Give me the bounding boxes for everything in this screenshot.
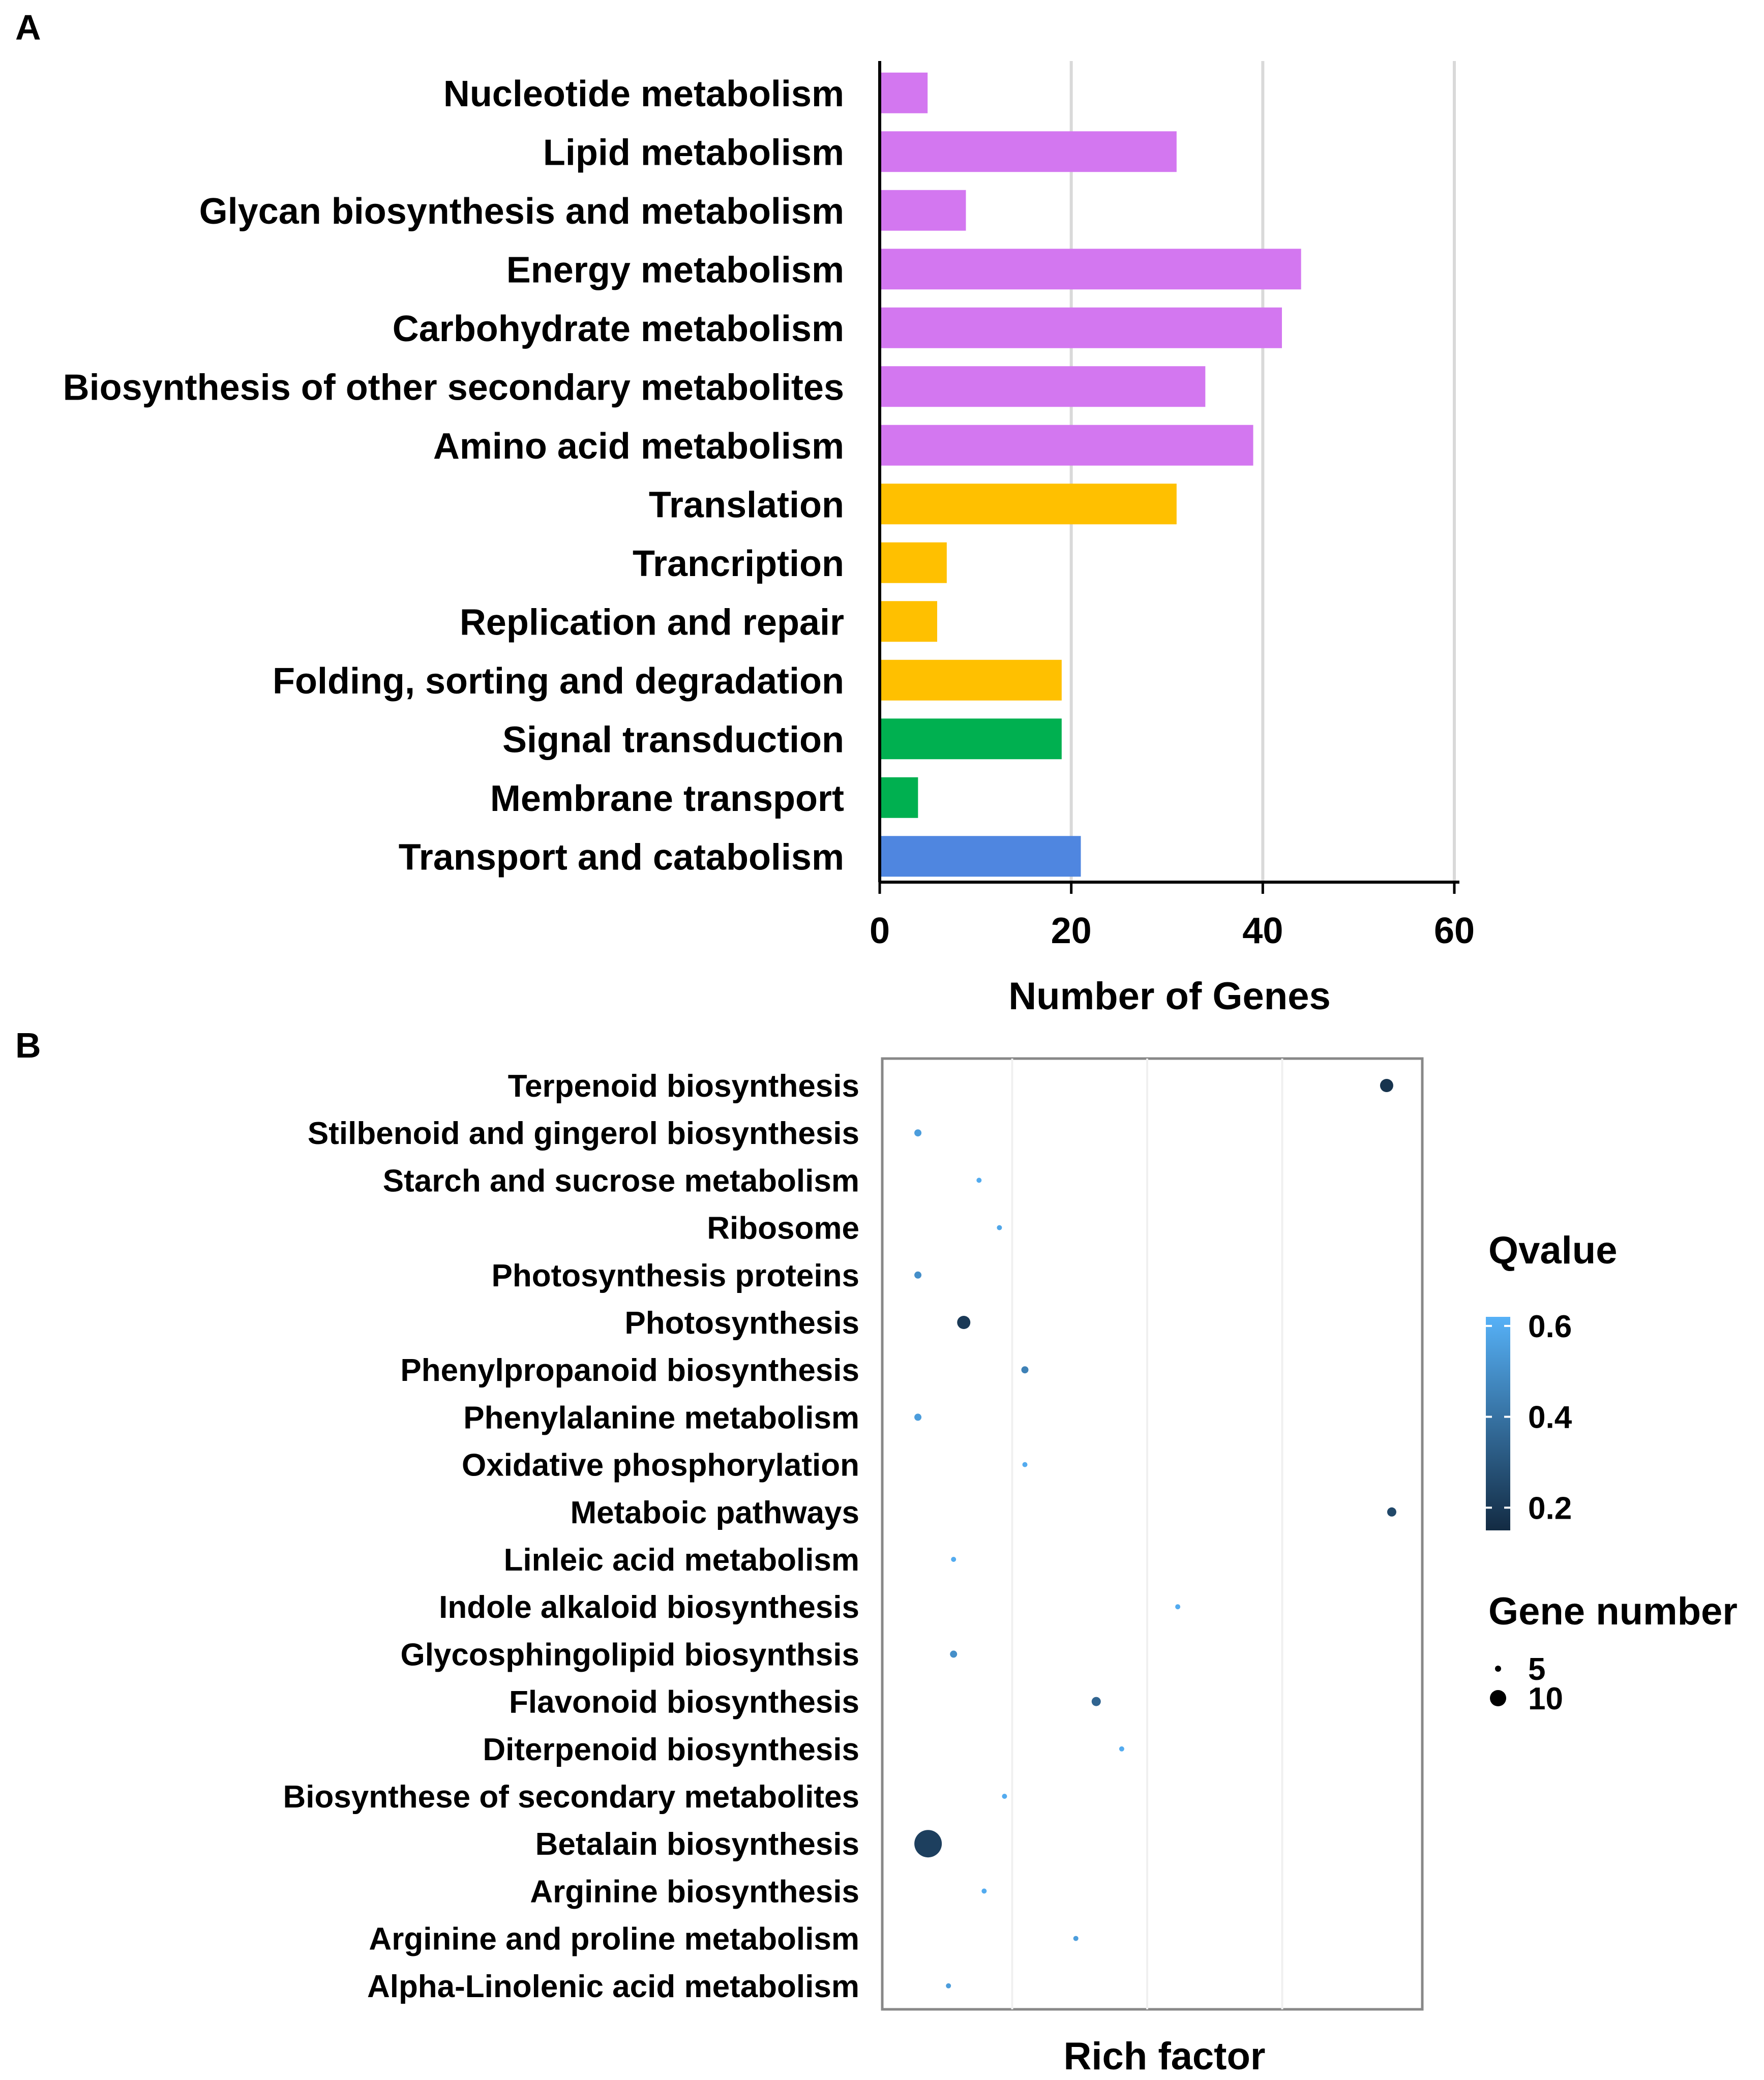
- b-category-label: Phenylpropanoid biosynthesis: [400, 1353, 859, 1388]
- colorbar-tick-label: 0.2: [1528, 1491, 1572, 1526]
- b-point: [1091, 1697, 1101, 1706]
- a-bar: [880, 366, 1206, 407]
- gene-number-legend: 510: [1490, 1652, 1563, 1716]
- gene-number-legend-key: [1490, 1690, 1506, 1706]
- panel-a-bar-chart: A Nucleotide metabolism Lipid metabolism G…: [15, 8, 1475, 1018]
- gene-number-legend-label: 10: [1528, 1681, 1563, 1716]
- a-category-label: Translation: [649, 485, 844, 525]
- a-x-axis-title: Number of Genes: [1008, 975, 1330, 1018]
- b-category-label: Stilbenoid and gingerol biosynthesis: [308, 1116, 859, 1151]
- a-x-tick-label: 0: [870, 911, 890, 951]
- b-category-label: Starch and sucrose metabolism: [383, 1163, 859, 1198]
- b-category-label: Terpenoid biosynthesis: [508, 1069, 859, 1104]
- a-gridlines: [1069, 61, 1456, 882]
- a-bar: [880, 777, 918, 818]
- b-category-label: Photosynthesis: [624, 1306, 859, 1341]
- a-x-tick-label: 20: [1051, 911, 1092, 951]
- b-category-label: Glycosphingolipid biosynthsis: [400, 1637, 859, 1672]
- colorbar-tick-label: 0.4: [1528, 1400, 1572, 1435]
- b-point: [1380, 1079, 1393, 1092]
- b-category-label: Biosynthese of secondary metabolites: [283, 1780, 859, 1815]
- b-point: [946, 1983, 951, 1988]
- qvalue-colorbar-ticks: 0.6 0.4 0.2: [1486, 1309, 1572, 1526]
- a-category-label: Membrane transport: [490, 778, 844, 819]
- panel-label-a: A: [15, 8, 41, 47]
- a-x-tick-label: 60: [1434, 911, 1475, 951]
- b-category-label: Arginine biosynthesis: [530, 1874, 859, 1909]
- b-point: [914, 1830, 942, 1858]
- a-x-tick-label: 40: [1242, 911, 1283, 951]
- a-category-label: Replication and repair: [460, 602, 844, 643]
- b-plot-panel: [881, 1057, 1424, 2011]
- a-category-labels: Nucleotide metabolism Lipid metabolism Gly…: [63, 74, 844, 878]
- b-category-label: Betalain biosynthesis: [535, 1827, 859, 1862]
- b-point: [914, 1129, 922, 1137]
- b-category-label: Oxidative phosphorylation: [462, 1448, 859, 1483]
- b-category-label: Diterpenoid biosynthesis: [483, 1732, 859, 1767]
- b-category-label: Linleic acid metabolism: [504, 1543, 859, 1578]
- b-point: [914, 1271, 922, 1279]
- b-point: [950, 1650, 958, 1658]
- a-category-label: Biosynthesis of other secondary metaboli…: [63, 367, 844, 408]
- a-bar: [880, 307, 1282, 348]
- qvalue-colorbar: [1486, 1317, 1510, 1530]
- b-point: [957, 1316, 971, 1329]
- panel-label-b: B: [15, 1026, 41, 1065]
- gene-number-legend-key: [1495, 1666, 1501, 1672]
- b-category-label: Flavonoid biosynthesis: [509, 1685, 859, 1720]
- a-bar: [880, 131, 1177, 172]
- b-category-label: Photosynthesis proteins: [492, 1258, 859, 1293]
- a-category-label: Carbohydrate metabolism: [393, 309, 844, 349]
- a-category-label: Nucleotide metabolism: [443, 74, 844, 114]
- b-point: [1119, 1746, 1124, 1752]
- a-bar: [880, 659, 1062, 701]
- b-category-label: Metaboic pathways: [571, 1495, 859, 1530]
- a-bar: [880, 718, 1062, 760]
- b-point: [951, 1557, 956, 1562]
- a-category-label: Signal transduction: [502, 719, 844, 760]
- gene-number-legend-title: Gene number: [1488, 1590, 1738, 1633]
- a-bars: [880, 72, 1301, 877]
- b-category-label: Ribosome: [707, 1211, 859, 1246]
- a-bar: [880, 190, 966, 231]
- b-category-label: Indole alkaloid biosynthesis: [439, 1590, 859, 1625]
- a-category-label: Lipid metabolism: [543, 132, 844, 173]
- a-bar: [880, 601, 937, 642]
- b-points: [914, 1079, 1396, 1988]
- a-category-label: Trancription: [633, 544, 844, 584]
- b-point: [981, 1888, 987, 1894]
- a-category-label: Folding, sorting and degradation: [273, 661, 844, 702]
- panel-b-bubble-chart: B Terpenoid biosynthesis Stilbenoid and g…: [15, 1026, 1738, 2078]
- b-point: [1021, 1366, 1029, 1374]
- b-category-label: Phenylalanine metabolism: [463, 1400, 859, 1435]
- a-bar: [880, 484, 1177, 525]
- b-point: [976, 1178, 982, 1183]
- a-category-label: Energy metabolism: [506, 250, 844, 290]
- b-point: [1387, 1507, 1396, 1517]
- a-bar: [880, 425, 1253, 466]
- gene-number-legend-label: 5: [1528, 1652, 1545, 1687]
- b-point: [1002, 1794, 1007, 1799]
- a-bar: [880, 72, 928, 113]
- a-bar: [880, 836, 1081, 877]
- b-point: [1022, 1462, 1028, 1467]
- b-gridlines: [1011, 1059, 1283, 2009]
- a-category-label: Amino acid metabolism: [433, 426, 844, 467]
- a-category-label: Glycan biosynthesis and metabolism: [199, 191, 844, 232]
- b-x-axis-title: Rich factor: [1064, 2035, 1266, 2078]
- b-point: [997, 1225, 1002, 1230]
- b-point: [1073, 1936, 1079, 1941]
- b-category-labels: Terpenoid biosynthesis Stilbenoid and gin…: [283, 1069, 859, 2004]
- qvalue-legend-title: Qvalue: [1488, 1229, 1617, 1272]
- a-x-ticks: 0 20 40 60: [870, 882, 1475, 951]
- a-bar: [880, 542, 947, 583]
- b-point: [1175, 1604, 1181, 1610]
- a-category-label: Transport and catabolism: [399, 837, 844, 878]
- colorbar-tick-label: 0.6: [1528, 1309, 1572, 1344]
- b-point: [914, 1413, 922, 1421]
- b-category-label: Alpha-Linolenic acid metabolism: [367, 1969, 859, 2004]
- b-category-label: Arginine and proline metabolism: [369, 1922, 859, 1957]
- a-bar: [880, 249, 1301, 290]
